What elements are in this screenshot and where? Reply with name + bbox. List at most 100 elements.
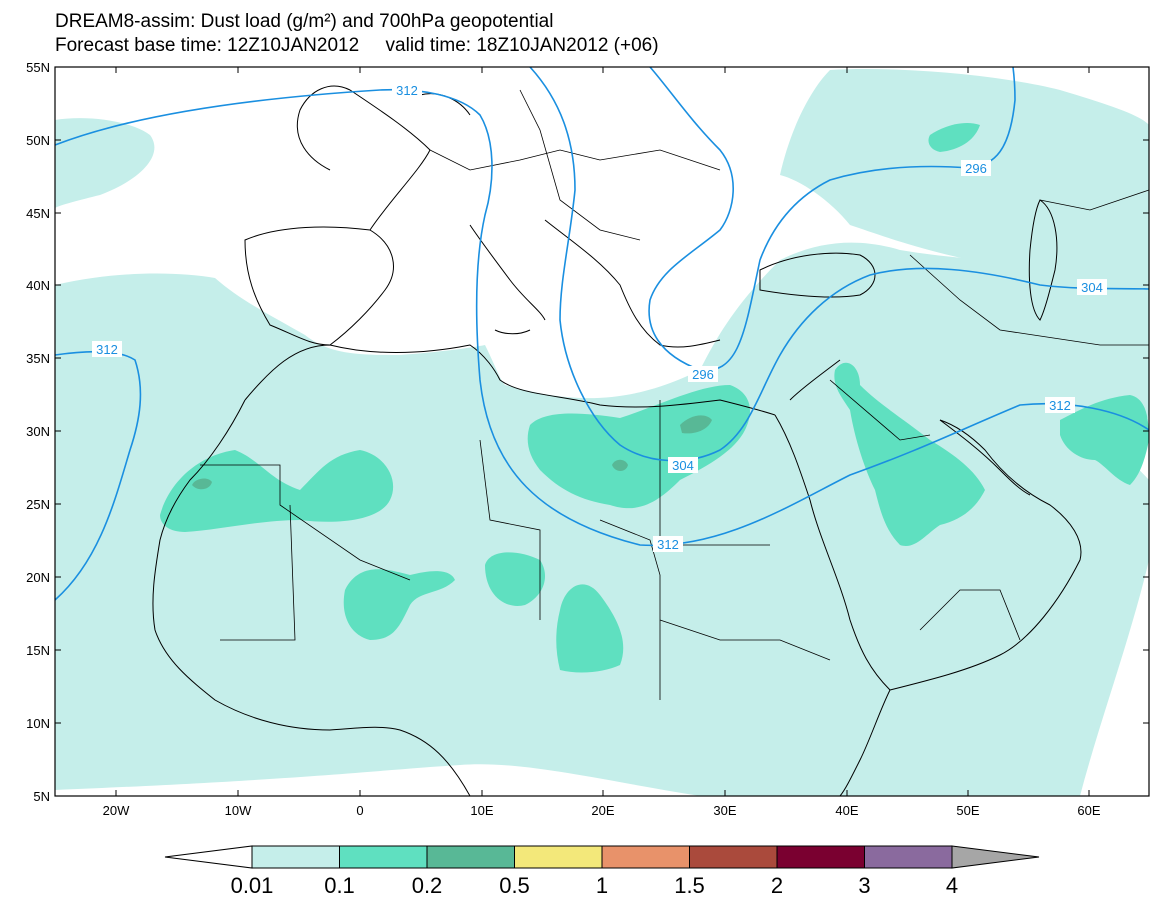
coast-black-sea [759, 252, 876, 298]
colorbar-arrow-right [951, 845, 1040, 869]
svg-text:296: 296 [692, 367, 714, 382]
dust-region-mid-chad [556, 584, 624, 673]
contour-label-304-b: 304 [1077, 279, 1107, 295]
lat-ticks [55, 66, 1149, 797]
border-sahara-3 [599, 519, 661, 700]
lat-label: 40N [26, 278, 50, 293]
dust-shading [55, 69, 1149, 796]
border-arabia-2 [919, 589, 1021, 641]
colorbar-label: 1.5 [674, 873, 705, 898]
colorbar [164, 845, 1040, 869]
colorbar-label: 0.1 [324, 873, 355, 898]
lat-label: 5N [33, 789, 50, 804]
dust-region-mid-europe-east [928, 123, 980, 152]
colorbar-label: 4 [946, 873, 958, 898]
colorbar-bin-4 [514, 845, 603, 869]
lon-label: 20E [591, 803, 614, 818]
dust-region-mid-mauritania [343, 569, 455, 640]
dust-region-mid-libya-egypt [527, 385, 750, 509]
colorbar-bin-3 [426, 845, 515, 869]
lon-ticks [115, 67, 1090, 796]
border-arabia-1 [829, 379, 931, 441]
dust-region-dark-egypt [680, 415, 712, 434]
forecast-time-line: Forecast base time: 12Z10JAN2012 valid t… [55, 35, 659, 56]
lon-label: 10W [225, 803, 252, 818]
contour-label-296-a: 296 [688, 366, 718, 382]
svg-text:312: 312 [1049, 398, 1071, 413]
lon-label: 50E [956, 803, 979, 818]
contour-label-296-b: 296 [961, 160, 991, 176]
lat-label: 15N [26, 643, 50, 658]
border-sahara-2 [479, 439, 541, 620]
contour-label-304-a: 304 [668, 457, 698, 473]
contour-312-north [55, 88, 1149, 547]
colorbar-bin-1 [251, 845, 340, 869]
lat-label: 30N [26, 424, 50, 439]
colorbar-labels: 0.01 0.1 0.2 0.5 1 1.5 2 3 4 [231, 873, 959, 898]
colorbar-bin-7 [776, 845, 865, 869]
colorbar-label: 2 [771, 873, 783, 898]
lat-label: 50N [26, 133, 50, 148]
coast-italy [469, 224, 546, 335]
contour-label-312-c: 312 [653, 536, 683, 552]
border-europe-1 [429, 149, 721, 171]
coast-iberia [244, 226, 394, 346]
dust-region-dark-libya [612, 459, 628, 471]
coast-north-africa [244, 344, 776, 416]
colorbar-bin-6 [689, 845, 778, 869]
colorbar-bin-8 [864, 845, 953, 869]
svg-text:304: 304 [1081, 280, 1103, 295]
map-title: DREAM8-assim: Dust load (g/m²) and 700hP… [55, 11, 554, 32]
lon-label: 20W [103, 803, 130, 818]
lon-label: 60E [1077, 803, 1100, 818]
dust-region-light-atlantic [55, 118, 155, 208]
contour-label-312-a: 312 [392, 82, 422, 98]
contour-label-312-d: 312 [1045, 397, 1075, 413]
dust-region-mid-niger [485, 552, 545, 606]
latitude-labels: 55N 50N 45N 40N 35N 30N 25N 20N 15N 10N … [26, 60, 50, 804]
lat-label: 10N [26, 716, 50, 731]
border-sudan [659, 619, 831, 661]
border-iran [909, 254, 1149, 346]
lon-label: 40E [835, 803, 858, 818]
colorbar-label: 3 [858, 873, 870, 898]
lat-label: 25N [26, 497, 50, 512]
dust-region-mid-morocco [160, 450, 394, 532]
svg-text:304: 304 [672, 458, 694, 473]
colorbar-label: 1 [596, 873, 608, 898]
lon-label: 0 [356, 803, 363, 818]
dust-region-light-main [55, 242, 1149, 796]
lat-label: 55N [26, 60, 50, 75]
colorbar-label: 0.01 [231, 873, 274, 898]
svg-text:312: 312 [396, 83, 418, 98]
svg-text:312: 312 [96, 342, 118, 357]
dust-region-dark-morocco [192, 478, 212, 490]
lat-label: 20N [26, 570, 50, 585]
dust-region-light-north [780, 69, 1149, 290]
contour-304 [529, 67, 1149, 462]
country-borders [200, 89, 1149, 700]
colorbar-label: 0.5 [499, 873, 530, 898]
coast-horn-africa [839, 689, 891, 796]
coast-red-sea [774, 359, 891, 691]
lon-label: 30E [713, 803, 736, 818]
grid-dots [55, 66, 1149, 797]
dust-region-mid-arabia [834, 362, 985, 546]
contour-label-312-b: 312 [92, 341, 122, 357]
border-central-asia [1039, 189, 1149, 211]
coast-west-africa [152, 399, 471, 796]
map-area [55, 67, 1149, 796]
lat-label: 35N [26, 351, 50, 366]
colorbar-bin-2 [339, 845, 428, 869]
lat-label: 45N [26, 206, 50, 221]
coast-france-uk [296, 85, 471, 231]
colorbar-label: 0.2 [412, 873, 443, 898]
svg-text:296: 296 [965, 161, 987, 176]
longitude-labels: 20W 10W 0 10E 20E 30E 40E 50E 60E [103, 803, 1101, 818]
coast-arabia [889, 419, 1082, 691]
border-europe-2 [519, 89, 641, 241]
colorbar-arrow-left [164, 845, 253, 869]
colorbar-bin-5 [601, 845, 690, 869]
coast-caspian [1028, 199, 1058, 321]
